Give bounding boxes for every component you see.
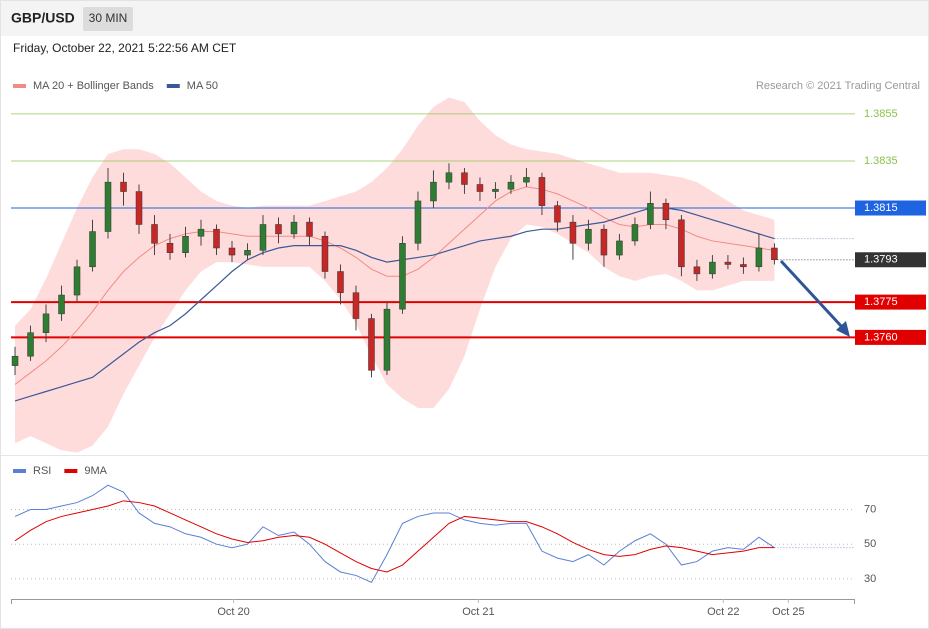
level-label: 1.3775: [864, 296, 898, 308]
x-tick-label: Oct 22: [707, 606, 739, 618]
header-bar: [1, 1, 928, 36]
candle-body: [430, 181, 437, 202]
candle-body: [492, 188, 499, 192]
level-label: 1.3855: [864, 108, 898, 120]
bollinger-band: [15, 97, 775, 453]
x-tick-label: Oct 20: [217, 606, 249, 618]
candle-body: [275, 224, 282, 235]
candle-body: [58, 294, 65, 315]
legend-label: RSI: [33, 465, 51, 477]
forecast-arrow: [779, 259, 850, 337]
candle-body: [724, 261, 732, 265]
candle-body: [693, 266, 701, 275]
level-label: 1.3815: [864, 202, 898, 214]
candle-body: [631, 224, 639, 242]
timestamp: Friday, October 22, 2021 5:22:56 AM CET: [13, 41, 237, 55]
candle-body: [600, 228, 608, 256]
level-box: [855, 200, 926, 216]
legend-swatch: [13, 469, 26, 473]
candle-body: [662, 203, 670, 221]
candle-body: [445, 172, 453, 183]
candle-body: [616, 240, 623, 256]
moving-average: [14, 186, 775, 385]
candle-body: [73, 266, 81, 296]
candle-body: [104, 181, 112, 232]
candle-body: [383, 308, 391, 371]
interval-badge[interactable]: [83, 7, 133, 31]
symbol: GBP/USD: [11, 10, 75, 26]
credit: Research © 2021 Trading Central: [756, 80, 920, 92]
legend-swatch: [166, 84, 180, 88]
legend-label: MA 20 + Bollinger Bands: [33, 80, 154, 92]
candle-body: [569, 221, 577, 244]
plot-layer: 1.3855 1.3835 1.3815 1.3793 1.3775 1.3760 MA 2…: [11, 80, 926, 618]
candle-body: [399, 243, 406, 310]
candle-body: [771, 247, 778, 261]
y-tick-label: 50: [864, 538, 876, 550]
candle-body: [259, 224, 267, 251]
legend-swatch: [64, 469, 78, 473]
x-tick-label: Oct 25: [772, 606, 804, 618]
y-tick-label: 30: [864, 573, 876, 585]
legend-swatch: [13, 84, 26, 88]
arrow-shaft: [779, 259, 844, 329]
legend-label: 9MA: [84, 465, 107, 477]
candle-body: [538, 177, 546, 206]
x-tick-label: Oct 21: [462, 606, 494, 618]
rsi-line: [14, 500, 775, 573]
level-box: [855, 294, 926, 310]
candle-body: [554, 205, 561, 223]
candle-body: [647, 203, 654, 225]
candle-body: [290, 221, 298, 235]
interval[interactable]: 30 MIN: [89, 11, 128, 25]
candle-body: [182, 235, 189, 253]
candle-body: [709, 261, 716, 275]
candle-body: [476, 184, 484, 192]
arrow-head: [836, 321, 850, 337]
candle-body: [166, 243, 174, 253]
candle-body: [678, 219, 685, 268]
level-label: 1.3760: [864, 331, 898, 343]
candle-body: [197, 228, 205, 237]
candle-body: [135, 191, 143, 225]
candle-body: [120, 181, 127, 192]
candle-body: [42, 313, 50, 333]
candle-body: [213, 228, 220, 249]
level-label: 1.3835: [864, 155, 898, 167]
candle-body: [523, 177, 530, 183]
candle-body: [368, 318, 375, 371]
candle-body: [244, 250, 251, 256]
candle-body: [755, 247, 763, 268]
candle-body: [11, 355, 19, 366]
legend-label: MA 50: [187, 80, 218, 92]
level-box: [855, 329, 926, 345]
candle-body: [414, 200, 422, 244]
candle-body: [507, 181, 515, 190]
candle-body: [321, 235, 329, 272]
candle-body: [228, 247, 236, 256]
candle-body: [585, 228, 592, 244]
candle-body: [337, 271, 344, 293]
level-box: [855, 252, 926, 268]
level-label: 1.3793: [864, 254, 898, 266]
y-tick-label: 70: [864, 503, 876, 515]
candle-body: [151, 224, 158, 244]
rsi-line: [14, 484, 775, 584]
candle-body: [27, 332, 34, 357]
candle-body: [352, 292, 360, 319]
candle-body: [306, 221, 313, 237]
candle-body: [740, 264, 747, 268]
candle-body: [89, 231, 96, 268]
candle-body: [461, 172, 468, 185]
